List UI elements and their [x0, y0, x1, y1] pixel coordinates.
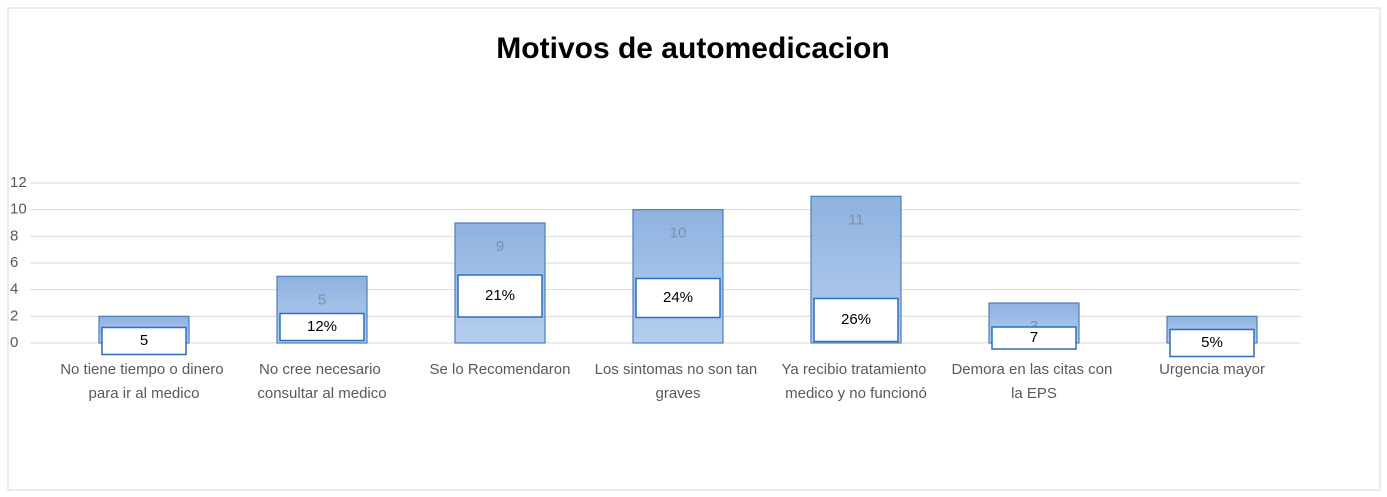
y-tick-label: 10: [10, 201, 27, 218]
y-tick-label: 6: [10, 254, 18, 271]
y-tick-label: 12: [10, 174, 27, 191]
annotation: 26%: [841, 311, 871, 328]
y-tick-label: 0: [10, 334, 18, 351]
annotation: 12%: [307, 318, 337, 335]
x-tick-label: Se lo Recomendaron: [430, 361, 571, 378]
annotation: 5: [140, 332, 148, 349]
annotation-box: [991, 326, 1077, 350]
annotation: 5%: [1201, 334, 1223, 351]
annotation-box: [1169, 328, 1255, 358]
y-tick-label: 2: [10, 307, 18, 324]
x-tick-label: Ya recibio tratamiento medico y no funci…: [782, 361, 931, 402]
annotation-box: [279, 312, 365, 342]
y-tick-label: 8: [10, 227, 18, 244]
annotation-box: [813, 297, 899, 343]
bar: [632, 209, 724, 344]
x-tick-label: No tiene tiempo o dinero para ir al medi…: [60, 361, 228, 402]
x-tick-label: No cree necesario consultar al medico: [257, 361, 386, 402]
annotation-box: [101, 326, 187, 356]
value-label: 5: [318, 291, 326, 308]
annotation: 7: [1030, 329, 1038, 346]
x-tick-label: Demora en las citas con la EPS: [951, 361, 1116, 402]
annotation: 21%: [485, 287, 515, 304]
annotation-box: [457, 274, 543, 318]
chart-title: Motivos de automedicacion: [496, 32, 889, 65]
annotation: 24%: [663, 289, 693, 306]
x-tick-label: Los sintomas no son tan graves: [595, 361, 762, 402]
y-tick-label: 4: [10, 281, 18, 298]
x-tick-label: Urgencia mayor: [1159, 361, 1265, 378]
annotation-box: [635, 277, 721, 319]
value-label: 10: [670, 225, 687, 242]
value-label: 11: [848, 211, 864, 228]
value-label: 9: [496, 238, 504, 255]
